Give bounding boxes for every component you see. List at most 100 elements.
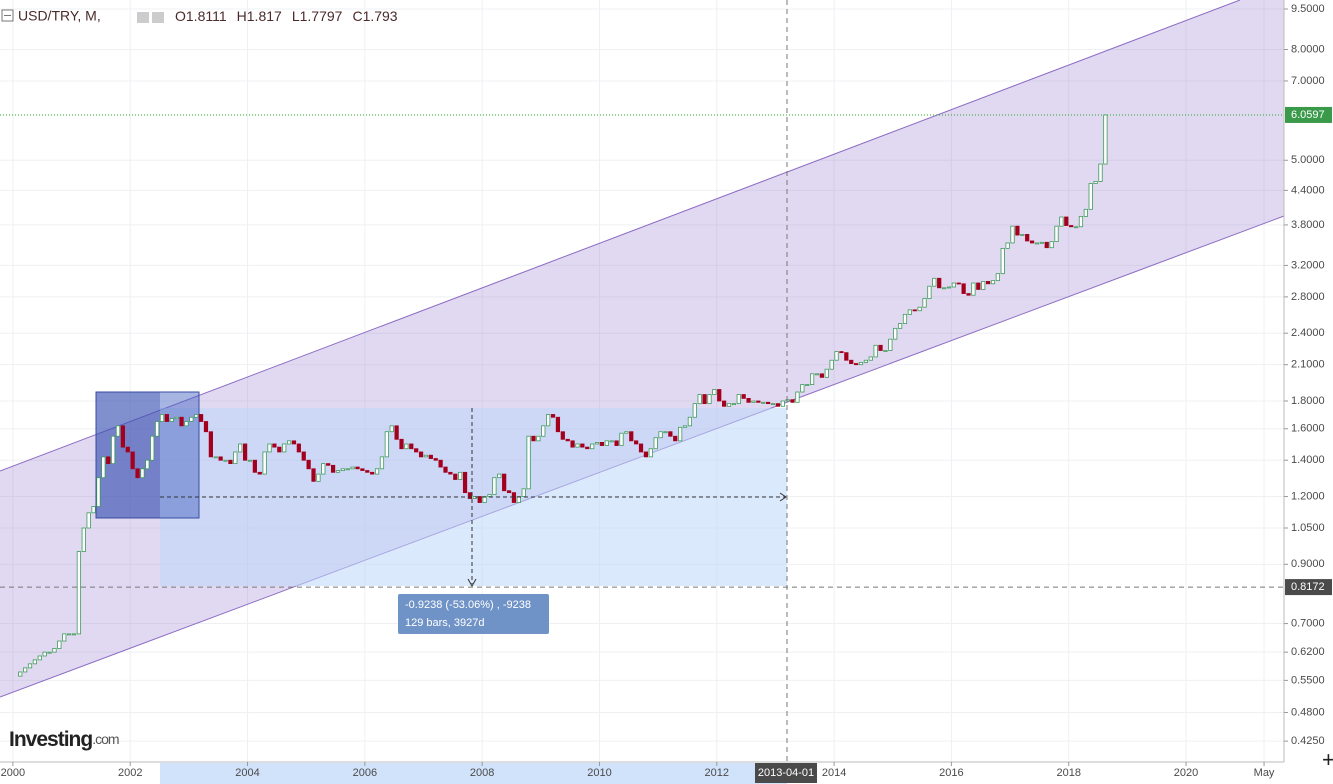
candle-body — [159, 414, 165, 422]
candle-body — [780, 400, 785, 407]
collapse-icon[interactable] — [1, 9, 14, 22]
x-tick-label: 2018 — [1056, 767, 1080, 779]
candle-body — [1020, 234, 1025, 236]
candle-body — [443, 466, 448, 473]
candle-body — [23, 667, 28, 673]
candle-body — [106, 456, 111, 465]
candle-body — [291, 440, 297, 445]
candle-body — [418, 451, 424, 458]
candle-body — [638, 443, 644, 453]
candle-body — [164, 414, 169, 422]
candle-body — [844, 352, 849, 361]
candle-body — [492, 477, 497, 495]
candle-body — [350, 466, 355, 470]
candle-body — [937, 277, 942, 289]
x-tick-label: 2010 — [587, 767, 611, 779]
candle-body — [130, 451, 135, 470]
candle-body — [306, 459, 311, 470]
candle-body — [985, 281, 991, 285]
candle-body — [91, 506, 96, 514]
candle-body — [541, 425, 546, 437]
channel-upper — [0, 0, 1241, 472]
ohlc-key: C — [352, 8, 362, 24]
candle-body — [604, 440, 609, 446]
candle-body — [961, 283, 966, 294]
candle-body — [135, 468, 140, 479]
candle-body — [345, 468, 350, 471]
x-tick-label: 2020 — [1174, 767, 1198, 779]
candle-body — [453, 473, 458, 480]
candle-body — [301, 451, 306, 461]
candle-body — [423, 454, 429, 458]
y-tick-label: 1.2000 — [1291, 490, 1325, 502]
settings-icon[interactable] — [137, 12, 149, 23]
candle-body — [1015, 225, 1020, 236]
candle-body — [653, 437, 658, 450]
candle-body — [668, 431, 673, 437]
candle-body — [335, 470, 341, 473]
candle-body — [321, 463, 326, 475]
y-tick-label: 5.0000 — [1291, 154, 1325, 166]
candle-body — [428, 454, 433, 459]
candle-body — [624, 431, 629, 434]
candle-body — [1034, 242, 1040, 245]
candle-body — [536, 435, 541, 442]
candle-body — [731, 403, 737, 406]
candle-body — [570, 440, 575, 448]
candle-body — [487, 494, 492, 497]
candle-body — [125, 446, 130, 453]
candle-body — [374, 468, 380, 475]
x-range-highlight — [160, 763, 787, 784]
candle-body — [67, 633, 72, 636]
candle-body — [805, 384, 810, 386]
candle-body — [814, 373, 820, 376]
candle-body — [316, 473, 321, 482]
candle-body — [282, 443, 287, 453]
x-tick-label: 2016 — [939, 767, 963, 779]
candle-body — [57, 640, 62, 649]
candle-body — [1025, 234, 1030, 242]
candle-body — [839, 351, 844, 354]
candle-body — [1005, 242, 1010, 249]
arrow-head — [779, 492, 787, 502]
candle-body — [976, 282, 981, 290]
candle-body — [614, 440, 619, 446]
candle-body — [198, 414, 204, 422]
candle-body — [756, 400, 761, 403]
candle-body — [208, 431, 213, 458]
y-tick-label: 0.9000 — [1291, 558, 1325, 570]
y-tick-label: 0.5500 — [1291, 674, 1325, 686]
candle-body — [228, 459, 233, 465]
candle-body — [912, 309, 917, 312]
candle-body — [834, 351, 839, 361]
candle-body — [1059, 216, 1064, 227]
y-tick-label: 1.4000 — [1291, 454, 1325, 466]
candle-body — [575, 443, 580, 448]
y-tick-label: 4.4000 — [1291, 184, 1325, 196]
crosshair-icon[interactable]: + — [1322, 747, 1333, 772]
y-tick-label: 1.8000 — [1291, 395, 1325, 407]
ohlc-value: 1.817 — [247, 8, 282, 24]
candle-body — [981, 281, 986, 290]
candle-body — [790, 399, 795, 403]
settings-icon[interactable] — [152, 12, 164, 23]
candle-body — [531, 435, 536, 442]
last-price-label: 6.0597 — [1291, 109, 1325, 121]
y-tick-label: 3.2000 — [1291, 259, 1325, 271]
y-tick-label: 1.6000 — [1291, 423, 1325, 435]
candle-body — [409, 443, 414, 450]
candle-body — [96, 477, 101, 507]
candle-body — [863, 359, 868, 363]
candle-body — [585, 446, 590, 450]
candle-body — [233, 451, 238, 465]
candle-body — [819, 373, 824, 378]
candle-body — [267, 443, 272, 453]
candle-body — [619, 432, 624, 446]
candle-body — [42, 651, 47, 657]
candle-body — [883, 350, 888, 352]
candle-body — [1064, 216, 1069, 226]
candle-body — [414, 448, 419, 453]
y-tick-label: 7.0000 — [1291, 75, 1325, 87]
x-tick-label: 2000 — [1, 767, 25, 779]
x-tick-label: May — [1254, 767, 1275, 779]
